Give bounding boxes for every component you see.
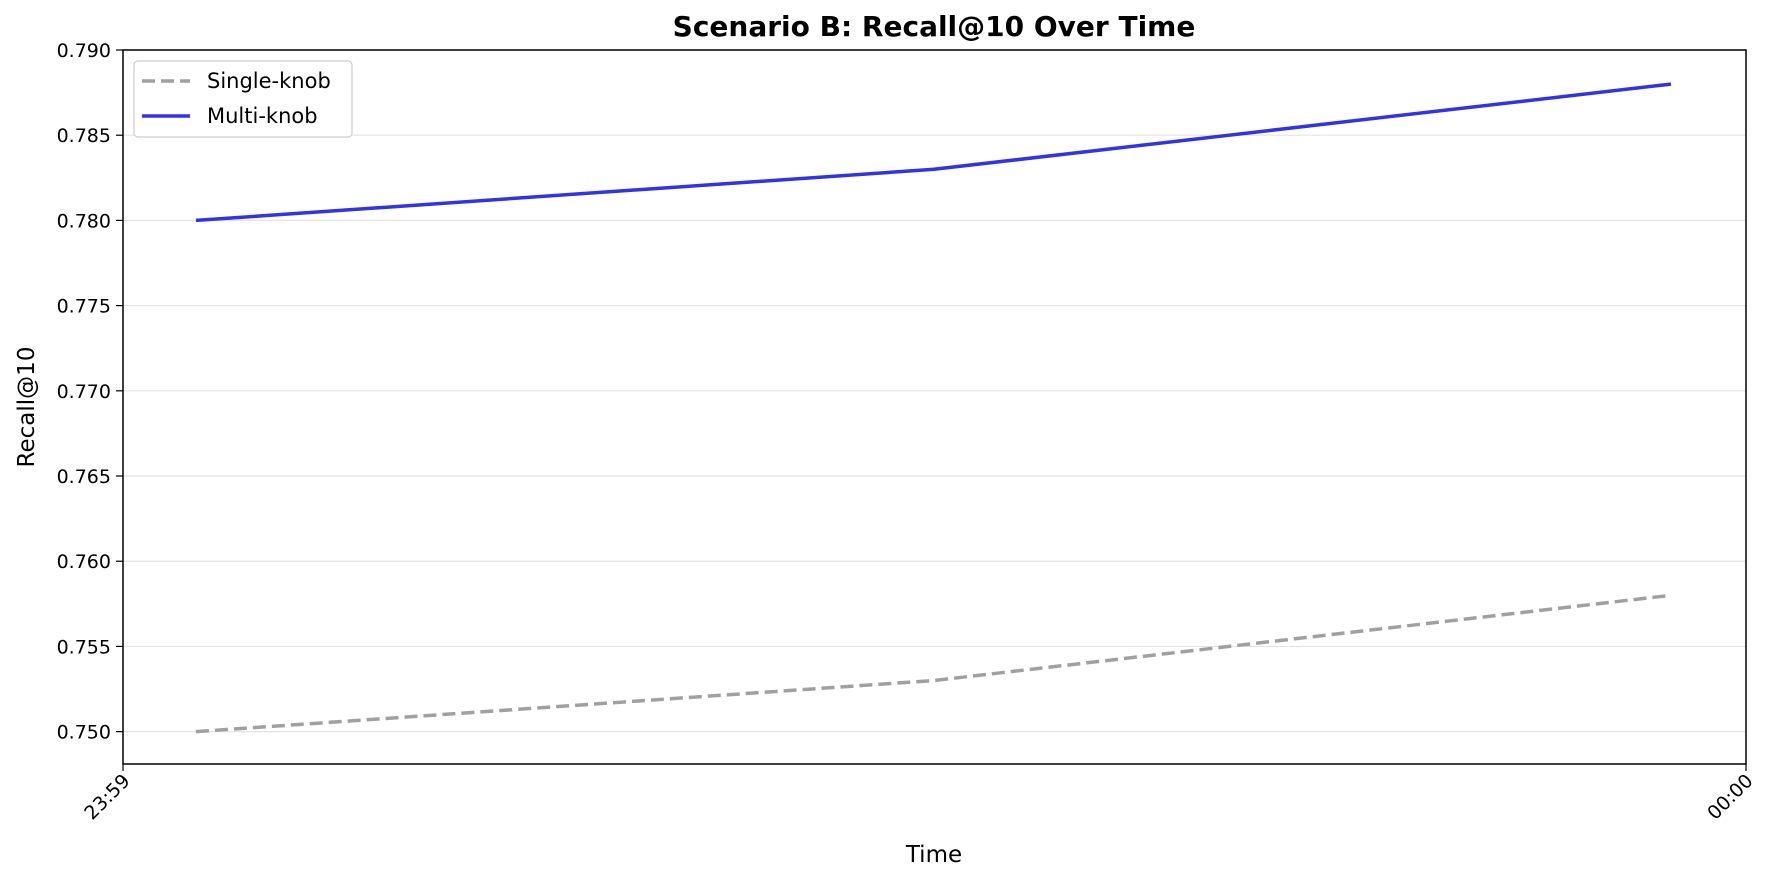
legend: Single-knob Multi-knob: [133, 60, 353, 138]
plot-frame: [122, 49, 1747, 765]
y-tick-label: 0.780: [57, 210, 111, 232]
y-tick-label: 0.775: [57, 296, 111, 318]
legend-label: Multi-knob: [207, 104, 318, 128]
y-tick-label: 0.785: [57, 125, 111, 147]
y-tick-label: 0.755: [57, 636, 111, 658]
legend-label: Single-knob: [207, 69, 331, 93]
y-tick-label: 0.750: [57, 722, 111, 744]
series-layer: [195, 82, 1672, 734]
y-tick-label: 0.770: [57, 381, 111, 403]
x-axis-label: Time: [905, 842, 962, 868]
y-axis-label: Recall@10: [14, 347, 40, 468]
y-tick-label: 0.790: [57, 40, 111, 62]
chart-title: Scenario B: Recall@10 Over Time: [673, 10, 1196, 43]
y-axis-ticks: 0.750 0.755 0.760 0.765 0.770 0.775 0.780 0.785…: [57, 40, 123, 744]
y-tick-label: 0.760: [57, 551, 111, 573]
y-tick-label: 0.765: [57, 466, 111, 488]
